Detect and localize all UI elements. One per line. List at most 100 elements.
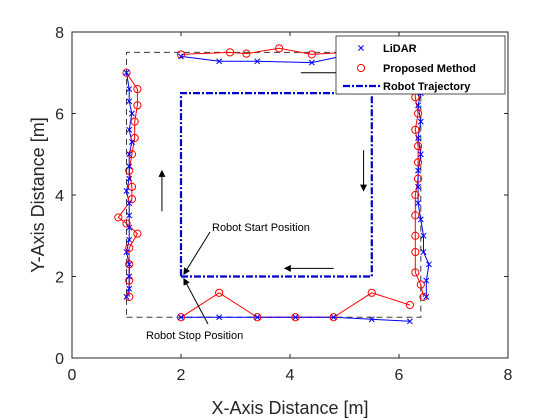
environment-outline-layer: [126, 51, 422, 318]
y-tick-label: 8: [55, 25, 64, 42]
proposed-point: [411, 125, 420, 134]
x-tick-label: 8: [504, 367, 513, 384]
proposed-point: [130, 133, 139, 143]
lidar-point: [423, 277, 430, 284]
annotations-layer: Robot Start Position Robot Stop Position: [146, 222, 310, 342]
y-tick-label: 6: [55, 107, 64, 124]
lidar-point: [126, 163, 133, 170]
proposed-point: [419, 292, 428, 301]
lidar-point: [330, 314, 337, 321]
y-axis-title: Y-Axis Distance [m]: [28, 117, 48, 272]
legend-box: [335, 35, 506, 95]
x-tick-label: 6: [395, 367, 404, 384]
lidar-point: [123, 69, 130, 76]
proposed-point: [215, 288, 224, 297]
proposed-point: [122, 68, 131, 77]
proposed-point: [413, 174, 423, 183]
legend-proposed-label: Proposed Method: [383, 63, 476, 75]
proposed-point: [253, 313, 262, 322]
lidar-point: [126, 86, 133, 93]
lidar-point: [368, 316, 375, 323]
proposed-point: [127, 194, 137, 204]
legend-trajectory-label: Robot Trajectory: [383, 81, 471, 93]
y-tick-label: 0: [55, 351, 64, 368]
lidar-point: [126, 261, 133, 268]
start-position-label: Robot Start Position: [212, 222, 310, 234]
proposed-point: [416, 280, 425, 289]
stop-pointer-arrow: [183, 277, 209, 325]
lidar-point: [216, 314, 223, 321]
proposed-point: [411, 231, 420, 240]
lidar-point: [126, 273, 133, 280]
x-axis-title: X-Axis Distance [m]: [211, 398, 368, 418]
proposed-point: [413, 142, 423, 151]
lidar-point: [426, 261, 432, 268]
lidar-point: [123, 249, 130, 256]
proposed-point: [411, 247, 420, 257]
proposed-point: [307, 50, 316, 59]
proposed-point: [242, 49, 251, 58]
proposed-line-1: [180, 47, 345, 55]
lidar-point: [126, 126, 133, 133]
lidar-point: [417, 118, 424, 125]
lidar-point: [126, 175, 133, 182]
lidar-point: [415, 102, 422, 109]
proposed-point: [133, 84, 142, 94]
lidar-point: [178, 53, 184, 60]
lidar-point: [292, 314, 299, 321]
lidar-line-2: [414, 60, 430, 297]
proposed-point: [176, 50, 186, 59]
lidar-point: [126, 224, 133, 231]
proposed-point: [127, 150, 137, 159]
lidar-point: [423, 293, 430, 300]
stop-position-label: Robot Stop Position: [146, 330, 243, 342]
proposed-point: [114, 213, 123, 222]
proposed-point: [367, 288, 376, 297]
ticks-layer: 0 2 4 6 8 0 2 4 6 8: [55, 25, 512, 384]
proposed-point: [413, 109, 423, 118]
lidar-point: [420, 249, 427, 256]
lidar-point: [254, 314, 261, 321]
proposed-point: [125, 243, 134, 253]
proposed-line-0: [117, 72, 139, 297]
x-tick-label: 4: [286, 367, 295, 384]
lidar-point: [123, 293, 130, 300]
lidar-point: [254, 58, 261, 65]
environment-outline: [126, 51, 422, 318]
proposed-point: [275, 44, 284, 53]
x-tick-label: 0: [68, 367, 77, 384]
proposed-point: [411, 268, 420, 277]
legend-proposed-marker: [356, 63, 366, 73]
lidar-point: [126, 236, 133, 243]
proposed-point: [133, 229, 142, 238]
lidar-point: [126, 212, 133, 219]
lidar-point: [420, 232, 427, 239]
lidar-point: [126, 200, 133, 207]
lidar-point: [415, 200, 422, 207]
legend: LiDAR Proposed Method Robot Trajectory: [335, 35, 506, 95]
proposed-point: [411, 211, 420, 220]
y-tick-label: 4: [55, 188, 64, 205]
proposed-point: [125, 260, 134, 269]
lidar-point: [406, 318, 413, 325]
lidar-point: [128, 139, 135, 145]
proposed-point: [411, 190, 420, 200]
y-tick-label: 2: [55, 270, 64, 287]
proposed-point: [413, 158, 423, 167]
lidar-point: [417, 216, 424, 223]
lidar-point: [128, 110, 135, 117]
lidar-point: [415, 134, 422, 141]
legend-lidar-label: LiDAR: [383, 43, 417, 55]
lidar-point: [415, 183, 422, 190]
lidar-point: [415, 167, 422, 174]
start-pointer-arrow: [183, 231, 211, 276]
proposed-point: [291, 313, 300, 322]
x-tick-label: 2: [177, 367, 186, 384]
legend-lidar-marker: [358, 45, 364, 51]
proposed-point: [329, 313, 338, 322]
proposed-point: [130, 117, 139, 126]
proposed-point: [125, 292, 134, 301]
lidar-point: [178, 314, 184, 321]
